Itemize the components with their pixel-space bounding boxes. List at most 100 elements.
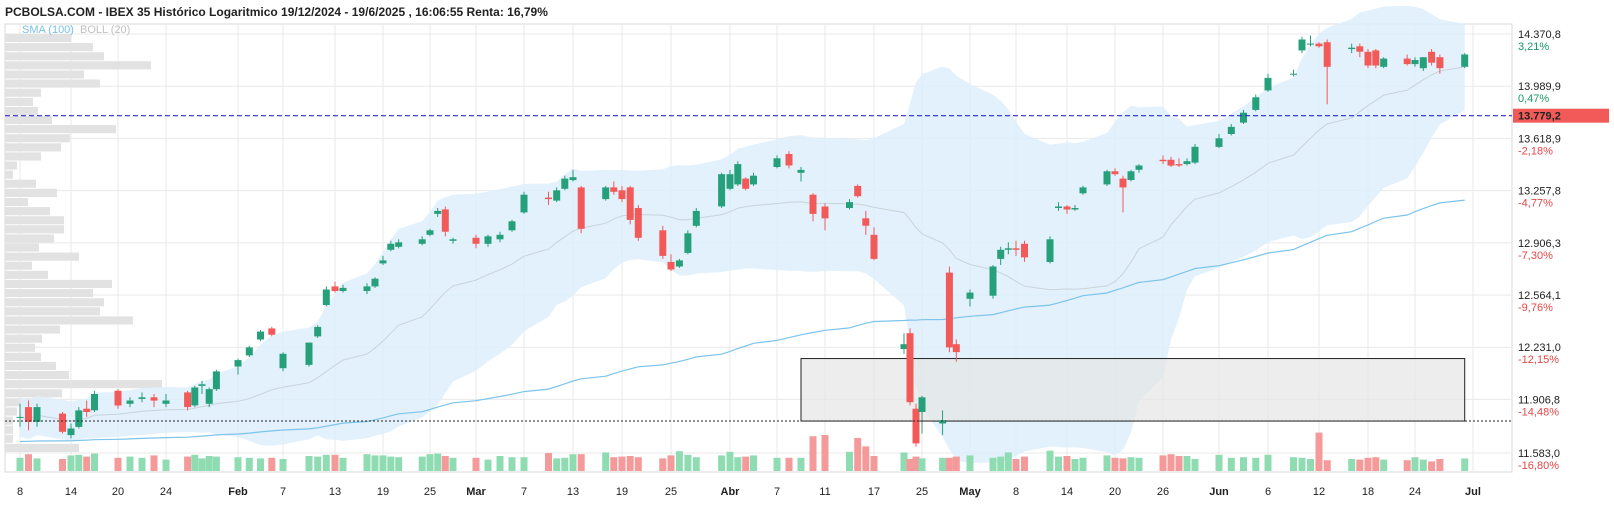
- candle-body: [268, 328, 276, 335]
- candle-body: [191, 387, 199, 406]
- candle-body: [322, 289, 330, 305]
- candle-body: [331, 286, 339, 291]
- candle-body: [1298, 39, 1306, 51]
- range-box-rect: [800, 358, 1466, 422]
- candle-body: [1063, 206, 1071, 210]
- volume-bar: [966, 455, 974, 471]
- volume-bar: [1046, 450, 1054, 471]
- candle-body: [854, 185, 862, 197]
- candle-body: [1111, 171, 1119, 175]
- profile-bar: [5, 106, 38, 115]
- candle-body: [1372, 50, 1380, 66]
- candle-body: [1411, 60, 1419, 65]
- x-tick-label: 7: [774, 486, 780, 498]
- candle-body: [484, 236, 492, 244]
- volume-bar: [1183, 456, 1191, 471]
- x-tick-label: 14: [1061, 486, 1073, 498]
- volume-bar: [198, 458, 206, 471]
- x-tick-label: 13: [329, 486, 341, 498]
- x-tick-label: Jun: [1209, 486, 1229, 498]
- volume-bar: [191, 454, 199, 471]
- candle-body: [150, 397, 158, 401]
- volume-bar: [1436, 459, 1444, 471]
- candle-body: [618, 190, 626, 200]
- candle-body: [1227, 126, 1235, 134]
- candle-body: [1079, 187, 1087, 194]
- volume-bar: [785, 457, 793, 471]
- candle-body: [906, 333, 914, 403]
- x-tick-label: Mar: [466, 486, 486, 498]
- volume-bar: [1356, 459, 1364, 471]
- candle-body: [1191, 146, 1199, 163]
- candle-body: [1428, 51, 1436, 63]
- volume-bar: [626, 456, 634, 471]
- volume-bar: [16, 457, 24, 471]
- x-tick-label: 19: [616, 486, 628, 498]
- y-tick-percent: -12,15%: [1518, 354, 1559, 366]
- candle-body: [91, 394, 98, 411]
- volume-bar: [1063, 456, 1071, 471]
- candle-body: [912, 408, 920, 444]
- volume-bar: [184, 456, 192, 471]
- volume-bar: [1411, 457, 1419, 471]
- candle-body: [1021, 243, 1028, 258]
- candle-body: [520, 194, 528, 213]
- candle-body: [726, 174, 734, 189]
- y-tick-label: 11.583,0: [1518, 448, 1560, 460]
- volume-bar: [331, 454, 339, 471]
- volume-bar: [212, 456, 220, 471]
- volume-bar: [114, 457, 122, 471]
- candle-body: [989, 266, 997, 296]
- y-tick-percent: 0,47%: [1518, 93, 1549, 105]
- volume-bar: [1159, 455, 1167, 471]
- candle-body: [138, 397, 146, 399]
- profile-bar: [5, 407, 17, 416]
- volume-bar: [322, 454, 330, 471]
- candle-body: [918, 397, 926, 412]
- candle-body: [966, 292, 974, 299]
- volume-bar: [667, 455, 675, 471]
- volume-bar: [1372, 457, 1380, 471]
- volume-bar: [1071, 459, 1079, 471]
- candle-body: [114, 390, 122, 406]
- volume-bar: [1021, 456, 1028, 471]
- candle-body: [371, 278, 379, 287]
- x-tick-label: 25: [665, 486, 677, 498]
- candle-body: [441, 209, 449, 232]
- x-tick-label: 17: [868, 486, 880, 498]
- profile-bar: [5, 389, 62, 398]
- volume-bar: [126, 456, 134, 471]
- candle-body: [1215, 138, 1223, 147]
- volume-bar: [268, 457, 276, 471]
- volume-bar: [870, 456, 878, 471]
- candle-body: [900, 344, 908, 349]
- x-tick-label: 13: [567, 486, 579, 498]
- candle-body: [1055, 206, 1062, 208]
- candle-body: [602, 187, 610, 200]
- volume-bar: [1403, 460, 1411, 471]
- y-tick-label: 14.370,8: [1518, 29, 1561, 41]
- volume-bar: [1290, 457, 1297, 471]
- volume-bar: [1307, 459, 1314, 471]
- candle-body: [418, 239, 426, 244]
- volume-bar: [1119, 458, 1127, 471]
- volume-bar: [989, 457, 997, 471]
- volume-bar: [939, 457, 947, 471]
- candle-body: [1071, 208, 1079, 210]
- volume-bar: [610, 457, 618, 471]
- profile-bar: [5, 289, 93, 298]
- x-tick-label: 6: [1265, 486, 1271, 498]
- volume-bar: [1135, 457, 1143, 471]
- profile-bar: [5, 261, 32, 270]
- candle-body: [1419, 57, 1427, 69]
- profile-bar: [5, 252, 79, 261]
- volume-bar: [726, 451, 734, 471]
- candle-body: [1046, 239, 1054, 262]
- x-tick-label: 20: [112, 486, 124, 498]
- volume-bar: [1175, 456, 1183, 471]
- volume-bar: [245, 457, 253, 471]
- volume-bar: [1419, 459, 1427, 471]
- candle-body: [846, 202, 853, 208]
- profile-bar: [5, 34, 71, 43]
- volume-bar: [821, 435, 829, 471]
